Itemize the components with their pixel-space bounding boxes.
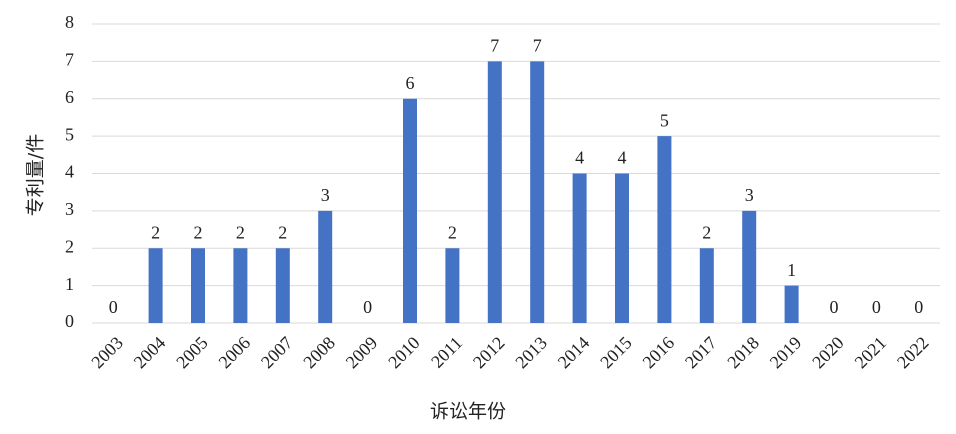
x-tick-label: 2020	[808, 333, 848, 373]
bar	[742, 210, 757, 323]
x-tick-label: 2018	[723, 333, 763, 373]
data-label: 4	[575, 148, 584, 168]
x-tick-label: 2021	[851, 333, 891, 373]
y-tick-label: 3	[65, 199, 74, 219]
data-label: 2	[448, 222, 457, 242]
data-label: 2	[194, 222, 203, 242]
x-tick-label: 2005	[172, 333, 212, 373]
x-tick-label: 2009	[342, 333, 382, 373]
y-tick-label: 4	[65, 162, 74, 182]
x-tick-label: 2014	[554, 333, 594, 373]
data-label: 4	[618, 148, 627, 168]
data-label: 0	[109, 297, 118, 317]
x-axis-label: 诉讼年份	[430, 401, 506, 423]
bar	[784, 285, 799, 323]
data-label: 6	[406, 73, 415, 93]
x-tick-label: 2015	[596, 333, 636, 373]
y-tick-label: 5	[65, 124, 74, 144]
y-tick-label: 6	[65, 87, 74, 107]
data-label: 7	[490, 36, 499, 56]
x-tick-label: 2012	[469, 333, 509, 373]
y-tick-label: 0	[65, 311, 74, 331]
data-label: 1	[787, 260, 796, 280]
y-axis-label: 专利量/件	[25, 134, 47, 216]
bar	[487, 61, 502, 323]
data-label: 2	[702, 222, 711, 242]
data-label: 2	[278, 222, 287, 242]
x-tick-label: 2008	[299, 333, 339, 373]
data-label: 0	[363, 297, 372, 317]
x-tick-label: 2017	[681, 333, 721, 373]
data-label: 3	[745, 185, 754, 205]
x-tick-label: 2013	[511, 333, 551, 373]
y-tick-label: 1	[65, 274, 74, 294]
data-label: 2	[151, 222, 160, 242]
bar	[445, 248, 460, 323]
x-tick-label: 2019	[766, 333, 806, 373]
x-tick-label: 2006	[215, 333, 255, 373]
x-tick-label: 2004	[130, 333, 170, 373]
x-tick-label: 2010	[384, 333, 424, 373]
bar	[699, 248, 714, 323]
data-label: 2	[236, 222, 245, 242]
bar	[275, 248, 290, 323]
bar	[233, 248, 248, 323]
y-tick-label: 7	[65, 50, 74, 70]
y-tick-label: 8	[65, 12, 74, 32]
data-label: 3	[321, 185, 330, 205]
bar	[403, 98, 417, 323]
data-label: 0	[914, 297, 923, 317]
x-tick-label: 2022	[893, 333, 933, 373]
bar	[530, 61, 545, 323]
x-tick-label: 2003	[87, 333, 127, 373]
x-tick-label: 2007	[257, 333, 297, 373]
x-tick-label: 2016	[639, 333, 679, 373]
data-label: 7	[533, 36, 542, 56]
y-tick-label: 2	[65, 236, 74, 256]
data-label: 0	[872, 297, 881, 317]
bar	[318, 210, 333, 323]
bar	[657, 136, 672, 323]
data-label: 5	[660, 110, 669, 130]
bar	[615, 173, 629, 323]
bar	[148, 248, 163, 323]
x-tick-label: 2011	[427, 333, 466, 372]
data-label: 0	[830, 297, 839, 317]
bar	[572, 173, 587, 323]
bar	[191, 248, 205, 323]
